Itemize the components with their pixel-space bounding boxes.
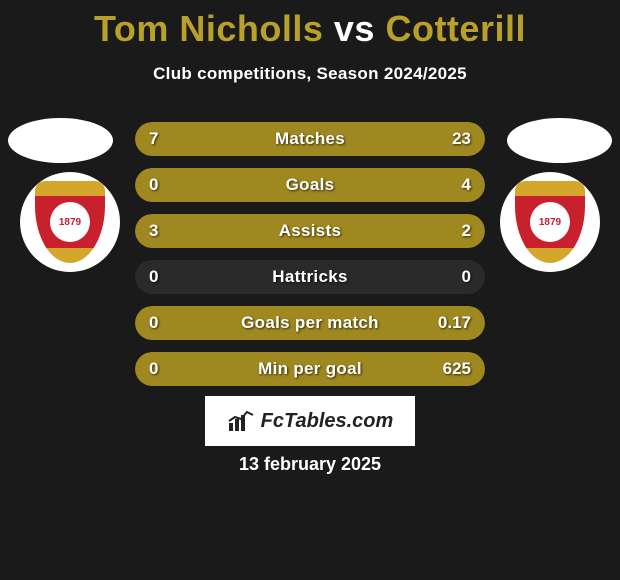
- date-text: 13 february 2025: [0, 454, 620, 475]
- stat-row: 32Assists: [135, 214, 485, 248]
- comparison-title: Tom Nicholls vs Cotterill: [0, 0, 620, 50]
- crest-year: 1879: [530, 202, 570, 242]
- stat-row: 04Goals: [135, 168, 485, 202]
- stat-label: Matches: [135, 122, 485, 156]
- stat-row: 00.17Goals per match: [135, 306, 485, 340]
- crest-icon: 1879: [515, 181, 585, 263]
- stat-label: Assists: [135, 214, 485, 248]
- crest-icon: 1879: [35, 181, 105, 263]
- stat-row: 00Hattricks: [135, 260, 485, 294]
- player-left-photo: [8, 118, 113, 163]
- player-right-photo: [507, 118, 612, 163]
- player-right-name: Cotterill: [385, 8, 526, 49]
- stats-container: 723Matches 04Goals 32Assists 00Hattricks 00.…: [135, 122, 485, 398]
- brand-box: FcTables.com: [205, 396, 415, 446]
- subtitle: Club competitions, Season 2024/2025: [0, 64, 620, 84]
- brand-chart-icon: [227, 409, 255, 433]
- stat-label: Min per goal: [135, 352, 485, 386]
- stat-label: Goals per match: [135, 306, 485, 340]
- club-right-badge: 1879: [500, 172, 600, 272]
- stat-row: 723Matches: [135, 122, 485, 156]
- stat-label: Hattricks: [135, 260, 485, 294]
- crest-year: 1879: [50, 202, 90, 242]
- vs-text: vs: [334, 8, 375, 49]
- stat-label: Goals: [135, 168, 485, 202]
- club-left-badge: 1879: [20, 172, 120, 272]
- brand-text: FcTables.com: [261, 410, 394, 433]
- stat-row: 0625Min per goal: [135, 352, 485, 386]
- player-left-name: Tom Nicholls: [94, 8, 323, 49]
